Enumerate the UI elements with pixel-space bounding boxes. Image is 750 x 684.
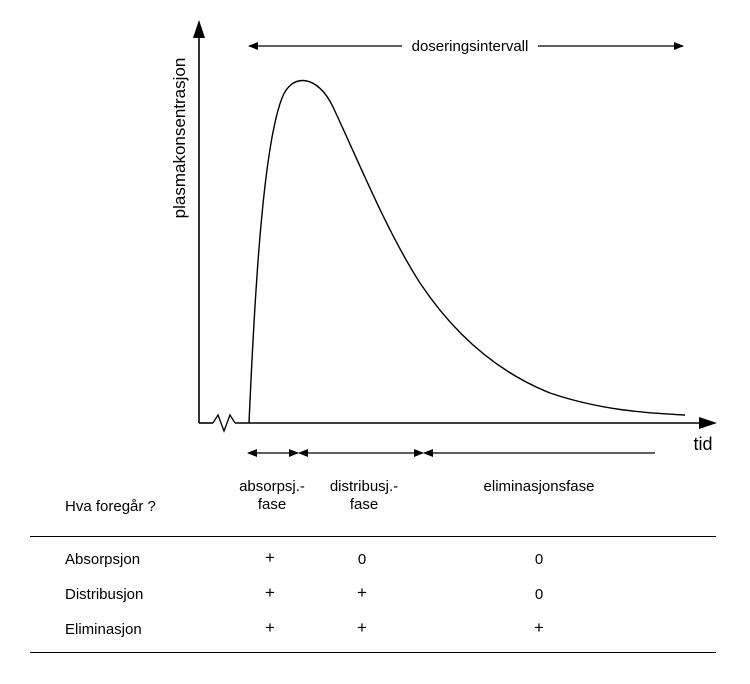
- axis-break-zigzag: [212, 413, 236, 433]
- y-axis-label: plasmakonsentrasjon: [170, 58, 189, 219]
- x-axis-arrowhead: [699, 417, 717, 429]
- concentration-curve: [248, 80, 686, 424]
- x-axis-label: tid: [693, 434, 712, 454]
- y-axis-arrowhead: [193, 20, 205, 38]
- x-axis: [199, 413, 700, 433]
- dosing-interval-label: doseringsintervall: [412, 38, 529, 55]
